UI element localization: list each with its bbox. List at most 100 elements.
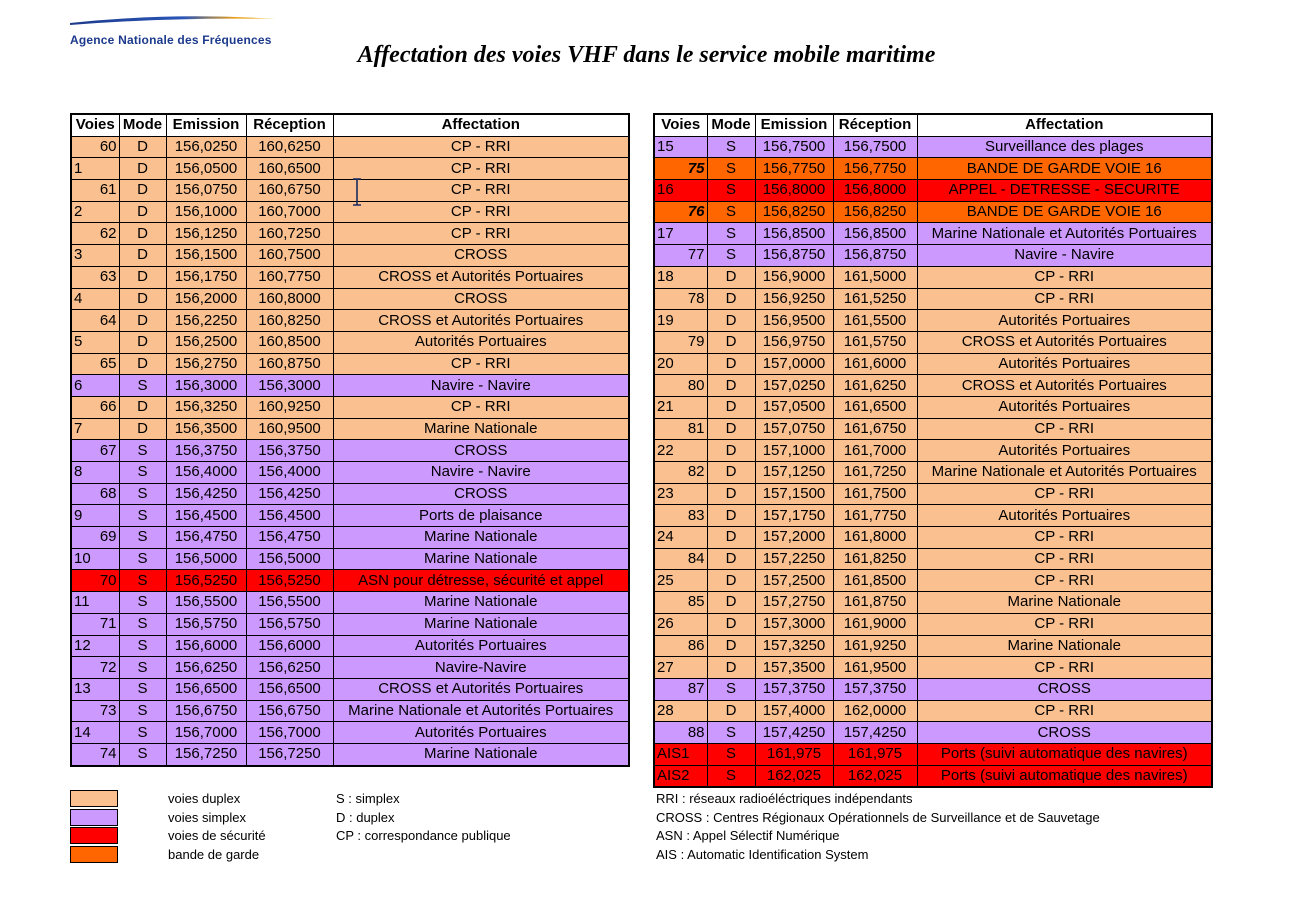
- emission-freq: 161,975: [754, 742, 834, 766]
- emission-freq: 157,3250: [754, 634, 834, 658]
- channel-number: 19: [653, 309, 708, 332]
- channel-number: 74: [70, 742, 120, 767]
- mode-cell: D: [706, 330, 756, 354]
- affectation-cell: Ports de plaisance: [332, 504, 630, 528]
- channel-number: 15: [653, 135, 708, 159]
- table-row: 14 S 156,7000 156,7000 Autorités Portuaires: [70, 721, 630, 744]
- reception-freq: 156,4000: [245, 461, 334, 484]
- table-row: 1 D 156,0500 160,6500 CP - RRI: [70, 157, 630, 181]
- reception-freq: 161,8250: [832, 547, 918, 571]
- table-row: 71 S 156,5750 156,5750 Marine Nationale: [70, 612, 630, 636]
- mode-cell: S: [706, 764, 756, 788]
- emission-freq: 156,1250: [165, 222, 247, 246]
- affectation-cell: Autorités Portuaires: [916, 352, 1213, 376]
- table-row: 66 D 156,3250 160,9250 CP - RRI: [70, 395, 630, 419]
- reception-freq: 157,3750: [832, 677, 918, 701]
- affectation-cell: Marine Nationale: [332, 612, 630, 636]
- channel-number: 64: [70, 309, 120, 332]
- table-row: 61 D 156,0750 160,6750 CP - RRI: [70, 179, 630, 202]
- channel-number: 71: [70, 612, 120, 636]
- reception-freq: 156,4500: [245, 504, 334, 528]
- affectation-cell: CROSS: [332, 439, 630, 462]
- affectation-cell: Marine Nationale: [332, 742, 630, 767]
- table-row: 24 D 157,2000 161,8000 CP - RRI: [653, 526, 1213, 549]
- channel-number: 60: [70, 135, 120, 159]
- mode-cell: S: [118, 591, 167, 614]
- reception-freq: 156,7250: [245, 742, 334, 767]
- mode-cell: D: [118, 352, 167, 376]
- table-row: 16 S 156,8000 156,8000 APPEL - DETRESSE - SE…: [653, 179, 1213, 202]
- mode-cell: S: [706, 222, 756, 246]
- affectation-cell: Marine Nationale et Autorités Portuaires: [916, 222, 1213, 246]
- channel-number: 62: [70, 222, 120, 246]
- affectation-cell: CP - RRI: [332, 395, 630, 419]
- channel-number: 79: [653, 330, 708, 354]
- reception-freq: 156,4250: [245, 482, 334, 506]
- table-row: 70 S 156,5250 156,5250 ASN pour détresse, sé…: [70, 569, 630, 593]
- emission-freq: 162,025: [754, 764, 834, 788]
- channel-number: 66: [70, 395, 120, 419]
- table-row: 8 S 156,4000 156,4000 Navire - Navire: [70, 461, 630, 484]
- table-row: 3 D 156,1500 160,7500 CROSS: [70, 244, 630, 267]
- col-header-emission: Emission: [165, 113, 247, 137]
- mode-legend-duplex: D : duplex: [336, 809, 395, 825]
- mode-cell: S: [706, 179, 756, 202]
- mode-cell: S: [118, 374, 167, 397]
- reception-freq: 156,3000: [245, 374, 334, 397]
- channel-number: 7: [70, 417, 120, 441]
- emission-freq: 156,8500: [754, 222, 834, 246]
- emission-freq: 156,1500: [165, 244, 247, 267]
- reception-freq: 160,8500: [245, 330, 334, 354]
- emission-freq: 157,2750: [754, 591, 834, 614]
- emission-freq: 156,2000: [165, 287, 247, 311]
- reception-freq: 156,5000: [245, 547, 334, 571]
- channel-number: 2: [70, 200, 120, 224]
- table-row: 60 D 156,0250 160,6250 CP - RRI: [70, 135, 630, 159]
- mode-cell: D: [706, 395, 756, 419]
- reception-freq: 156,5500: [245, 591, 334, 614]
- emission-freq: 156,1750: [165, 265, 247, 289]
- affectation-cell: BANDE DE GARDE VOIE 16: [916, 157, 1213, 181]
- affectation-cell: Navire-Navire: [332, 656, 630, 679]
- mode-cell: S: [706, 742, 756, 766]
- mode-cell: S: [706, 135, 756, 159]
- emission-freq: 156,6500: [165, 677, 247, 701]
- channel-number: 5: [70, 330, 120, 354]
- reception-freq: 161,7250: [832, 461, 918, 484]
- reception-freq: 160,8750: [245, 352, 334, 376]
- reception-freq: 160,7500: [245, 244, 334, 267]
- table-row: 82 D 157,1250 161,7250 Marine Nationale et A…: [653, 461, 1213, 484]
- channel-number: 81: [653, 417, 708, 441]
- reception-freq: 160,6500: [245, 157, 334, 181]
- channel-number: 12: [70, 634, 120, 658]
- affectation-cell: CROSS: [332, 287, 630, 311]
- mode-cell: D: [706, 612, 756, 636]
- table-row: 88 S 157,4250 157,4250 CROSS: [653, 721, 1213, 744]
- affectation-cell: Surveillance des plages: [916, 135, 1213, 159]
- mode-cell: S: [706, 244, 756, 267]
- table-row: AIS1 S 161,975 161,975 Ports (suivi automati…: [653, 742, 1213, 766]
- table-row: 28 D 157,4000 162,0000 CP - RRI: [653, 699, 1213, 723]
- emission-freq: 156,3750: [165, 439, 247, 462]
- mode-cell: D: [706, 569, 756, 593]
- emission-freq: 156,3500: [165, 417, 247, 441]
- reception-freq: 161,6750: [832, 417, 918, 441]
- table-row: 62 D 156,1250 160,7250 CP - RRI: [70, 222, 630, 246]
- col-header-emission: Emission: [754, 113, 834, 137]
- mode-cell: D: [118, 309, 167, 332]
- table-row: 65 D 156,2750 160,8750 CP - RRI: [70, 352, 630, 376]
- affectation-cell: Autorités Portuaires: [332, 721, 630, 744]
- table-row: 79 D 156,9750 161,5750 CROSS et Autorités Po…: [653, 330, 1213, 354]
- emission-freq: 157,0500: [754, 395, 834, 419]
- mode-cell: D: [706, 265, 756, 289]
- channel-number: 11: [70, 591, 120, 614]
- channel-number: 65: [70, 352, 120, 376]
- table-row: 69 S 156,4750 156,4750 Marine Nationale: [70, 526, 630, 549]
- table-row: 18 D 156,9000 161,5000 CP - RRI: [653, 265, 1213, 289]
- mode-cell: S: [118, 482, 167, 506]
- affectation-cell: CROSS et Autorités Portuaires: [332, 265, 630, 289]
- mode-cell: D: [118, 395, 167, 419]
- table-row: 6 S 156,3000 156,3000 Navire - Navire: [70, 374, 630, 397]
- channel-number: 6: [70, 374, 120, 397]
- affectation-cell: CP - RRI: [332, 200, 630, 224]
